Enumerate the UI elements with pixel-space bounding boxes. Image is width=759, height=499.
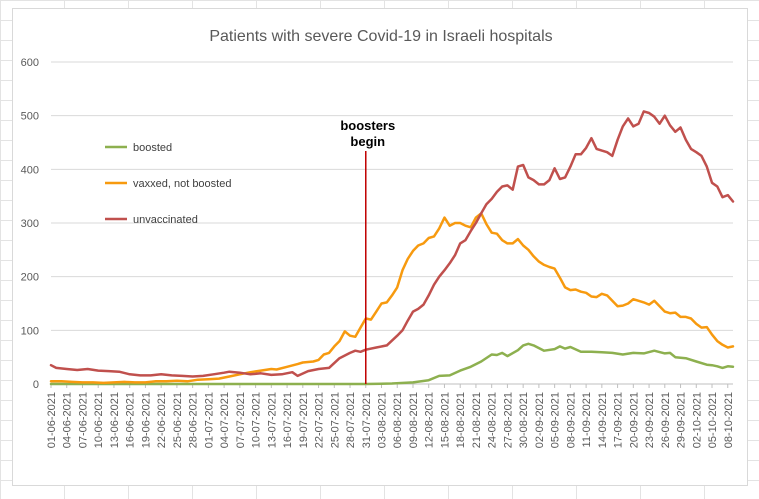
x-tick-label: 16-07-2021	[282, 392, 294, 448]
chart-area[interactable]: 0 100 200 300 400 500 600 01-06-2021 04-06-2021…	[12, 8, 748, 486]
y-tick-label: 100	[21, 325, 39, 337]
line-chart: 0 100 200 300 400 500 600 01-06-2021 04-06-2021…	[21, 28, 735, 448]
x-tick-label: 10-06-2021	[93, 392, 105, 448]
x-tick-label: 13-06-2021	[109, 392, 121, 448]
x-axis-ticks: 01-06-2021 04-06-2021 07-06-2021 10-06-2021…	[46, 384, 735, 448]
x-tick-label: 07-06-2021	[77, 392, 89, 448]
x-tick-label: 18-08-2021	[455, 392, 467, 448]
series-lines	[49, 110, 735, 386]
y-tick-label: 600	[21, 57, 39, 69]
series-line-vaxxed-not-boosted	[49, 212, 735, 385]
x-tick-label: 12-08-2021	[424, 392, 436, 448]
y-tick-label: 500	[21, 111, 39, 123]
series-line-unvaccinated	[49, 110, 735, 378]
x-tick-label: 20-09-2021	[628, 392, 640, 448]
chart-title: Patients with severe Covid-19 in Israeli…	[209, 28, 552, 45]
y-tick-label: 200	[21, 272, 39, 284]
x-tick-label: 01-06-2021	[46, 392, 58, 448]
x-tick-label: 28-06-2021	[188, 392, 200, 448]
x-tick-label: 31-07-2021	[361, 392, 373, 448]
annotation-label-line2: begin	[350, 134, 385, 149]
x-tick-label: 04-06-2021	[62, 392, 74, 448]
legend[interactable]: boosted vaxxed, not boosted unvaccinated	[105, 142, 231, 226]
x-tick-label: 19-07-2021	[298, 392, 310, 448]
x-tick-label: 09-08-2021	[408, 392, 420, 448]
x-tick-label: 16-06-2021	[125, 392, 137, 448]
x-tick-label: 05-09-2021	[550, 392, 562, 448]
x-tick-label: 06-08-2021	[392, 392, 404, 448]
legend-label-unvaccinated: unvaccinated	[133, 214, 198, 226]
x-tick-label: 23-09-2021	[644, 392, 656, 448]
x-tick-label: 21-08-2021	[471, 392, 483, 448]
x-tick-label: 13-07-2021	[266, 392, 278, 448]
x-tick-label: 25-06-2021	[172, 392, 184, 448]
x-tick-label: 15-08-2021	[439, 392, 451, 448]
legend-label-boosted: boosted	[133, 142, 172, 154]
x-tick-label: 02-10-2021	[691, 392, 703, 448]
x-tick-label: 08-10-2021	[723, 392, 735, 448]
x-tick-label: 10-07-2021	[251, 392, 263, 448]
x-tick-label: 08-09-2021	[565, 392, 577, 448]
x-tick-label: 22-06-2021	[156, 392, 168, 448]
series-line-boosted	[49, 342, 735, 386]
x-tick-label: 22-07-2021	[314, 392, 326, 448]
x-tick-label: 25-07-2021	[329, 392, 341, 448]
x-tick-label: 19-06-2021	[140, 392, 152, 448]
y-axis-ticks: 0 100 200 300 400 500 600	[21, 57, 39, 391]
x-tick-label: 02-09-2021	[534, 392, 546, 448]
gridlines	[51, 61, 733, 331]
x-tick-label: 24-08-2021	[487, 392, 499, 448]
x-tick-label: 27-08-2021	[502, 392, 514, 448]
annotation-label-line1: boosters	[340, 118, 395, 133]
x-tick-label: 01-07-2021	[203, 392, 215, 448]
x-tick-label: 26-09-2021	[660, 392, 672, 448]
x-tick-label: 11-09-2021	[581, 392, 593, 447]
x-tick-label: 29-09-2021	[676, 392, 688, 448]
x-tick-label: 04-07-2021	[219, 392, 231, 448]
y-tick-label: 300	[21, 218, 39, 230]
x-tick-label: 14-09-2021	[597, 392, 609, 448]
boosters-annotation: boosters begin	[340, 118, 395, 384]
x-tick-label: 07-07-2021	[235, 392, 247, 448]
x-tick-label: 17-09-2021	[613, 392, 625, 448]
x-tick-label: 05-10-2021	[707, 392, 719, 448]
x-tick-label: 28-07-2021	[345, 392, 357, 448]
y-tick-label: 400	[21, 164, 39, 176]
legend-label-vaxxed-not-boosted: vaxxed, not boosted	[133, 178, 231, 190]
y-tick-label: 0	[33, 379, 39, 391]
x-tick-label: 03-08-2021	[377, 392, 389, 448]
x-tick-label: 30-08-2021	[518, 392, 530, 448]
